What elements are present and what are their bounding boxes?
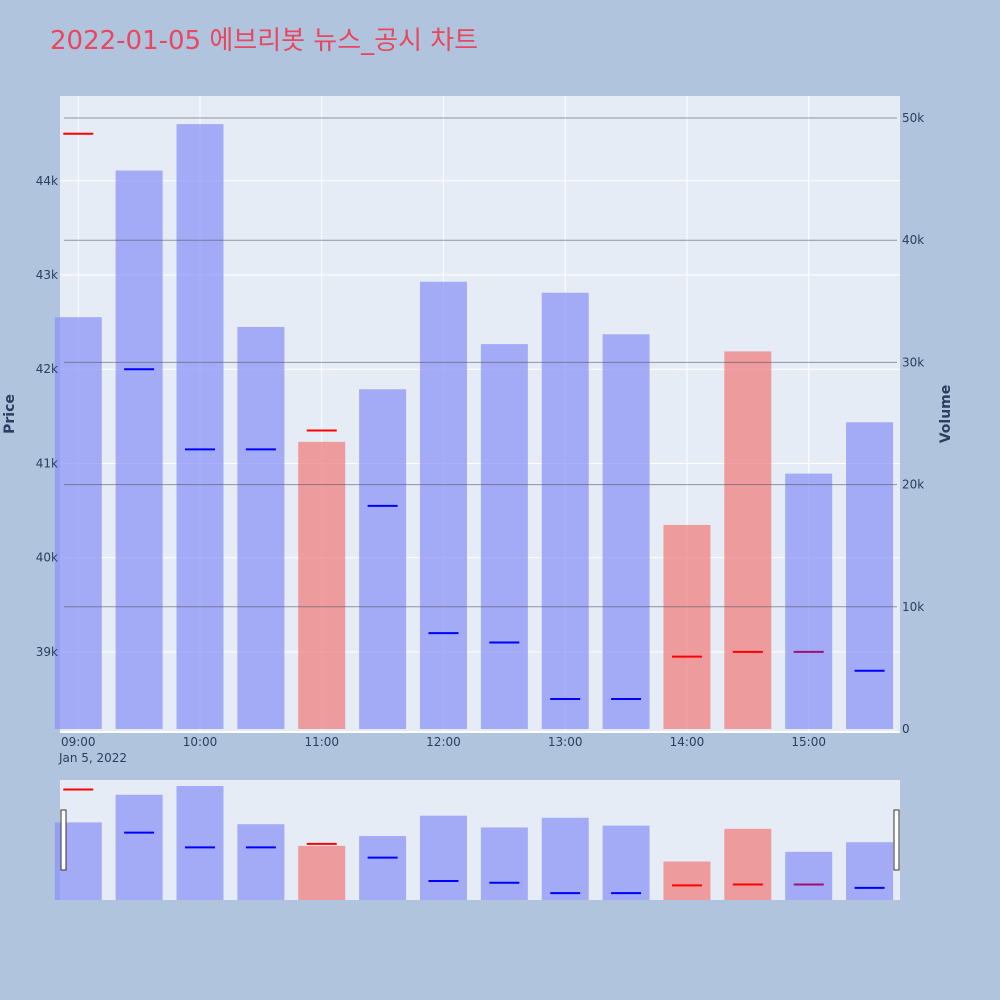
- slider-volume-bar: [846, 842, 894, 900]
- volume-bar: [54, 317, 102, 729]
- x-tick-label: 13:00: [548, 735, 583, 749]
- slider-volume-bar: [359, 835, 407, 900]
- volume-tick-label: 30k: [902, 355, 924, 369]
- range-slider-right-handle[interactable]: [893, 809, 900, 871]
- volume-bar: [419, 281, 467, 729]
- volume-bar: [176, 124, 224, 729]
- volume-bar: [724, 351, 772, 729]
- volume-bar: [602, 334, 650, 729]
- volume-bars: [54, 124, 894, 729]
- price-tick-label: 44k: [36, 174, 58, 188]
- volume-tick-label: 50k: [902, 111, 924, 125]
- price-axis-title: Price: [2, 394, 18, 434]
- slider-volume-bar: [419, 815, 467, 900]
- slider-volume-bar: [176, 786, 224, 900]
- range-slider-preview: [54, 786, 894, 900]
- x-tick-label: 09:00: [61, 735, 96, 749]
- slider-volume-bar: [237, 824, 285, 900]
- slider-volume-bar: [602, 825, 650, 900]
- volume-bar: [663, 524, 711, 729]
- price-tick-label: 43k: [36, 268, 58, 282]
- range-slider[interactable]: [54, 780, 900, 900]
- volume-tick-label: 0: [902, 722, 910, 736]
- volume-bar: [541, 292, 589, 729]
- volume-tick-label: 10k: [902, 600, 924, 614]
- slider-volume-bar: [663, 861, 711, 900]
- x-tick-label: 11:00: [304, 735, 339, 749]
- x-tick-label: 15:00: [791, 735, 826, 749]
- slider-volume-bar: [298, 845, 346, 900]
- chart-title: 2022-01-05 에브리봇 뉴스_공시 차트: [50, 26, 478, 56]
- volume-bar: [480, 344, 528, 729]
- volume-bar: [785, 473, 833, 729]
- slider-volume-bar: [724, 828, 772, 900]
- volume-axis-title: Volume: [938, 385, 954, 444]
- x-tick-label: 12:00: [426, 735, 461, 749]
- volume-tick-label: 20k: [902, 478, 924, 492]
- price-tick-label: 41k: [36, 456, 58, 470]
- price-markers: [63, 132, 885, 701]
- x-axis-date-label: Jan 5, 2022: [58, 751, 127, 765]
- volume-bar: [115, 170, 163, 729]
- price-tick-label: 42k: [36, 362, 58, 376]
- price-tick-label: 40k: [36, 551, 58, 565]
- slider-volume-bar: [480, 827, 528, 900]
- x-tick-label: 14:00: [670, 735, 705, 749]
- axes: 39k 40k 41k 42k 43k 44k 09:00 10:00 11:00 12:00 13…: [36, 111, 924, 749]
- x-tick-label: 10:00: [183, 735, 218, 749]
- volume-tick-label: 40k: [902, 233, 924, 247]
- volume-grid-lines: [64, 117, 897, 608]
- slider-volume-bar: [541, 817, 589, 900]
- slider-volume-bar: [785, 851, 833, 900]
- range-slider-left-handle[interactable]: [60, 809, 67, 871]
- volume-bar: [846, 422, 894, 729]
- volume-bar: [298, 441, 346, 729]
- volume-bar: [237, 326, 285, 729]
- slider-volume-bar: [115, 794, 163, 900]
- volume-bar: [359, 389, 407, 729]
- price-tick-label: 39k: [36, 645, 58, 659]
